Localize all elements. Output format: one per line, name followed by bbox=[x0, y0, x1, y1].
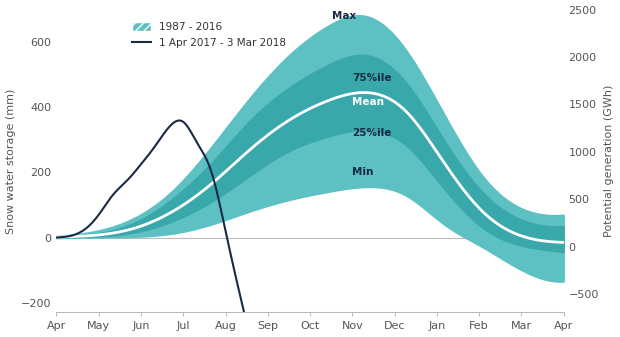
Y-axis label: Potential generation (GWh): Potential generation (GWh) bbox=[604, 85, 614, 237]
Text: 75%ile: 75%ile bbox=[352, 73, 392, 83]
Legend: 1987 - 2016, 1 Apr 2017 - 3 Mar 2018: 1987 - 2016, 1 Apr 2017 - 3 Mar 2018 bbox=[128, 18, 290, 52]
Text: 25%ile: 25%ile bbox=[352, 128, 392, 138]
Y-axis label: Snow water storage (mm): Snow water storage (mm) bbox=[6, 88, 16, 234]
Text: Max: Max bbox=[332, 11, 356, 21]
Text: Mean: Mean bbox=[352, 97, 384, 108]
Text: Min: Min bbox=[352, 167, 374, 177]
